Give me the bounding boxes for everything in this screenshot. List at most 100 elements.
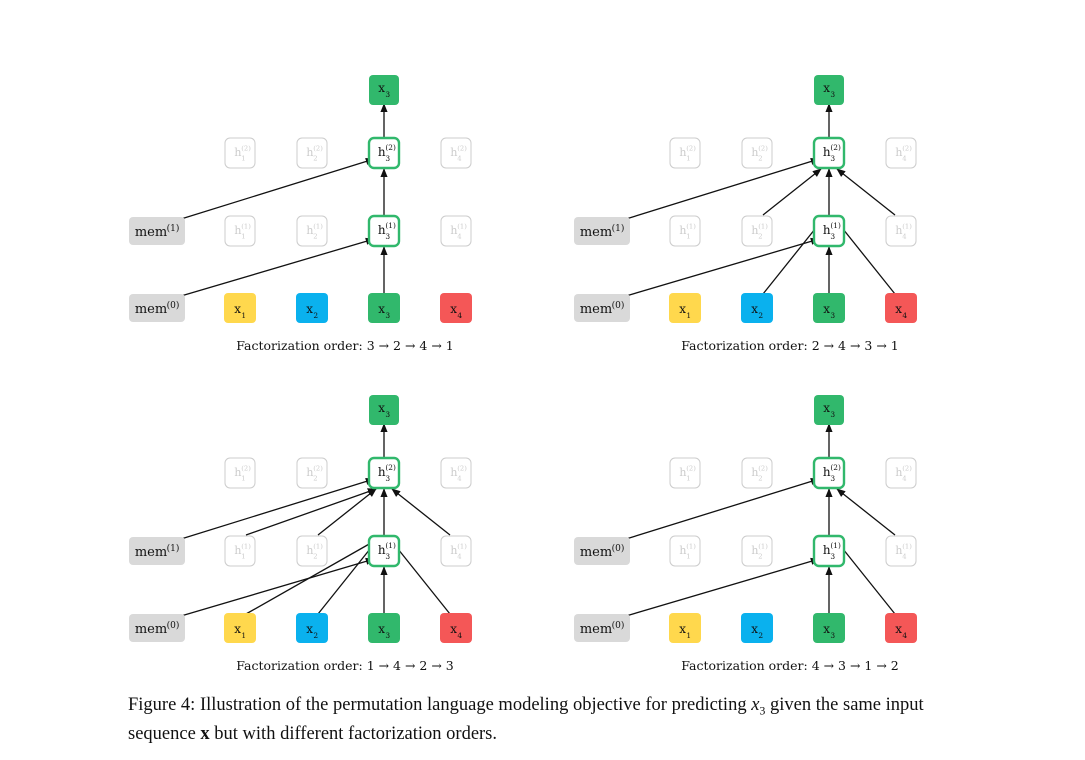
panel-2-h1-layer1-label-sup: (1)	[686, 222, 696, 230]
panel-4-h3-layer2-label-sub: 3	[830, 474, 835, 483]
panel-1-h3-layer2-label-sup: (2)	[385, 143, 396, 152]
panel-3-h3-layer1-label-sup: (1)	[385, 541, 396, 550]
panel-2-h1-layer1-label: h 1 (1)	[679, 222, 696, 240]
panel-4-input-x3-label-base: x	[823, 622, 830, 636]
panel-3-h4-layer1-label-base: h	[450, 544, 457, 557]
panel-4-h4-layer2	[885, 457, 917, 489]
panel-4-h2-layer1-label-base: h	[751, 544, 758, 557]
panel-3-h3-layer1	[367, 534, 401, 568]
panel-3-h1-layer1-label-sub: 1	[241, 552, 245, 560]
panel-2-mem-top-label: mem	[580, 225, 612, 240]
panel-2-input-x4	[885, 293, 917, 323]
panel-4-input-x1-label-sub: 1	[686, 631, 691, 640]
panel-2-h1-layer2-label-base: h	[679, 146, 686, 159]
panel-1-mem-bottom-sup: (0)	[167, 300, 180, 311]
panel-4-h1-layer2-label-base: h	[679, 466, 686, 479]
caption-text-2: given the same input sequence	[128, 695, 924, 744]
panel-1-input-x4-label-base: x	[450, 302, 457, 316]
panel-2-input-x1-label-sub: 1	[686, 311, 691, 320]
panel-4-h3-layer2	[812, 456, 846, 490]
panel-1-input-x2-label-sub: 2	[313, 311, 318, 320]
panel-2-h4-layer1-label-sub: 4	[902, 232, 906, 240]
panel-4-mem-bottom-sup: (0)	[612, 620, 625, 631]
panel-2-h2-layer2	[741, 137, 773, 169]
panel-4-h3-layer1-label: h 3 (1)	[823, 541, 841, 561]
panel-4-h3-layer2-label-sup: (2)	[830, 463, 841, 472]
panel-1-h3-layer2-label-base: h	[378, 145, 386, 159]
panel-3-h2-layer1-label: h 2 (1)	[306, 542, 323, 560]
panel-2-input-x3-label-sub: 3	[830, 311, 835, 320]
panel-3-edge-h2-h2	[317, 488, 377, 536]
caption-label: Figure 4:	[128, 695, 196, 715]
panel-3-input-x4	[440, 613, 472, 643]
panel-2-h2-layer1	[741, 215, 773, 247]
panel-2-h2-layer1-label-base: h	[751, 224, 758, 237]
panel-1-mem-bottom-box	[129, 294, 185, 322]
panel-2-mem-top-box	[574, 217, 630, 245]
panel-1-h1-layer2-label-base: h	[234, 146, 241, 159]
panel-2-edge-mem0-h1	[625, 237, 820, 297]
panel-4-h1-layer1-label: h 1 (1)	[679, 542, 696, 560]
panel-3-output-x3	[369, 395, 399, 425]
panel-3-h3-layer1-label-base: h	[378, 543, 386, 557]
panel-2-edge-mem1-h2	[625, 157, 820, 220]
panel-2-mem-bottom-label: mem	[580, 302, 612, 317]
panel-2-h4-layer1	[885, 215, 917, 247]
panel-1-h3-layer1	[367, 214, 401, 248]
panel-4-h4-layer1-label-sub: 4	[902, 552, 906, 560]
panel-2-order-caption: Factorization order: 2 → 4 → 3 → 1	[681, 338, 899, 353]
panel-2-mem-top: mem (1)	[574, 217, 630, 245]
panel-4-h2-layer1-label-sup: (1)	[758, 542, 768, 550]
panel-4-edge-h4-h2	[836, 488, 896, 536]
panel-3-mem-top: mem (1)	[129, 537, 185, 565]
panel-2-h3-layer2-label-base: h	[823, 145, 831, 159]
panel-1-h1-layer2-label-sup: (2)	[241, 144, 251, 152]
panel-2-input-x1-label-base: x	[679, 302, 686, 316]
panel-2-h4-layer2-label-sup: (2)	[902, 144, 912, 152]
panel-3-h3-layer1-label-sub: 3	[385, 552, 390, 561]
panel-1-input-x2	[296, 293, 328, 323]
panel-1-h1-layer1	[224, 215, 256, 247]
panel-2-h2-layer1-label-sub: 2	[758, 232, 762, 240]
panel-4-h2-layer2-label-sub: 2	[758, 474, 762, 482]
panel-1-h2-layer2-label-sup: (2)	[313, 144, 323, 152]
panel-4-h3-layer2-label-base: h	[823, 465, 831, 479]
panel-4-input-x4-label-sub: 4	[902, 631, 907, 640]
panel-1-input-x1-label-sub: 1	[241, 311, 246, 320]
panel-1-mem-top: mem (1)	[129, 217, 185, 245]
panel-1-h1-layer1-label: h 1 (1)	[234, 222, 251, 240]
panel-4-mem-top-label: mem	[580, 545, 612, 560]
panel-4-edge-mem1-h2	[625, 477, 820, 540]
panel-4-h1-layer1	[669, 535, 701, 567]
panel-2-input-x3-label-base: x	[823, 302, 830, 316]
panel-2-input-x2-label-sub: 2	[758, 311, 763, 320]
panel-3-input-x1-label-sub: 1	[241, 631, 246, 640]
panel-4-mem-bottom-label: mem	[580, 622, 612, 637]
panel-2-h3-layer1-label: h 3 (1)	[823, 221, 841, 241]
panel-3-h4-layer1-label: h 4 (1)	[450, 542, 467, 560]
caption-text-1: Illustration of the permutation language…	[199, 695, 747, 715]
panel-2-edge-h4-h2	[836, 168, 896, 216]
panel-1-h2-layer1-label-sub: 2	[313, 232, 317, 240]
panel-3-order-caption: Factorization order: 1 → 4 → 2 → 3	[236, 658, 454, 673]
panel-4-h1-layer1-label-sub: 1	[686, 552, 690, 560]
panel-3-h2-layer1	[296, 535, 328, 567]
figure-caption: Figure 4: Illustration of the permutatio…	[128, 694, 928, 746]
panel-2-output-x3	[814, 75, 844, 105]
panel-1-h4-layer2-label-base: h	[450, 146, 457, 159]
panel-2-h2-layer2-label-sub: 2	[758, 154, 762, 162]
panel-2-h1-layer2-label: h 1 (2)	[679, 144, 696, 162]
panel-3-h2-layer2	[296, 457, 328, 489]
